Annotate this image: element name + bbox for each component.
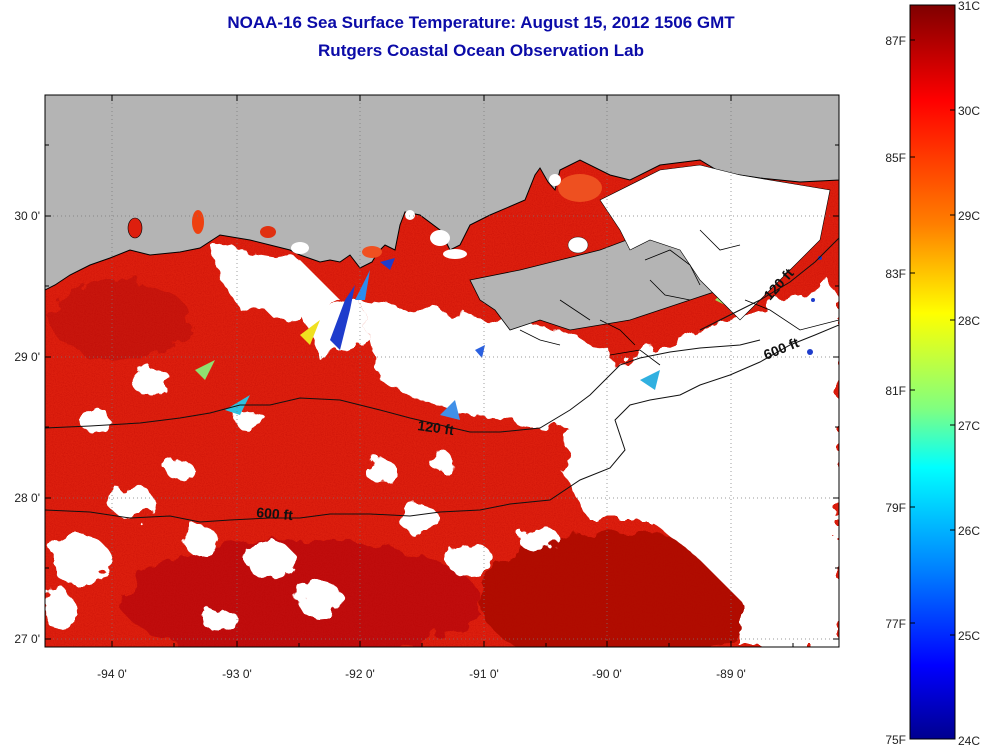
cloud-cover <box>46 245 839 647</box>
celsius-label: 29C <box>958 209 980 223</box>
lon-label: -90 0' <box>592 667 622 681</box>
celsius-label: 28C <box>958 314 980 328</box>
land-mass <box>45 95 839 291</box>
fahrenheit-label: 85F <box>885 151 906 165</box>
lat-label: 27 0' <box>14 632 40 646</box>
lon-label: -92 0' <box>345 667 375 681</box>
isobath-label-600ft: 600 ft <box>256 504 294 523</box>
colorbar-ticks <box>910 39 955 636</box>
celsius-label: 27C <box>958 419 980 433</box>
fahrenheit-label: 81F <box>885 384 906 398</box>
colorbar-fahrenheit-labels: 87F 85F 83F 81F 79F 77F 75F <box>885 34 906 747</box>
fahrenheit-label: 75F <box>885 733 906 747</box>
isobath-contours <box>45 237 839 523</box>
celsius-label: 25C <box>958 629 980 643</box>
lat-label: 29 0' <box>14 350 40 364</box>
map-subtitle: Rutgers Coastal Ocean Observation Lab <box>318 41 644 60</box>
fahrenheit-label: 77F <box>885 617 906 631</box>
lon-label: -94 0' <box>97 667 127 681</box>
isobath-label-120ft: 120 ft <box>417 417 456 438</box>
celsius-label: 30C <box>958 104 980 118</box>
latitude-labels: 27 0' 28 0' 29 0' 30 0' <box>14 209 40 646</box>
longitude-labels: -94 0' -93 0' -92 0' -91 0' -90 0' -89 0… <box>97 667 746 681</box>
axis-ticks <box>45 95 839 647</box>
lon-label: -93 0' <box>222 667 252 681</box>
cool-sst-streaks <box>195 256 822 420</box>
fahrenheit-label: 83F <box>885 267 906 281</box>
celsius-label: 24C <box>958 734 980 748</box>
fahrenheit-label: 79F <box>885 501 906 515</box>
fahrenheit-label: 87F <box>885 34 906 48</box>
colorbar-celsius-labels: 31C 30C 29C 28C 27C 26C 25C 24C <box>958 0 980 748</box>
temperature-colorbar <box>909 4 956 740</box>
celsius-label: 31C <box>958 0 980 13</box>
lat-label: 28 0' <box>14 491 40 505</box>
map-plot-area: 120 ft 600 ft 120 ft 600 ft <box>45 95 839 647</box>
plot-frame <box>44 94 840 648</box>
celsius-label: 26C <box>958 524 980 538</box>
lon-label: -89 0' <box>716 667 746 681</box>
map-title: NOAA-16 Sea Surface Temperature: August … <box>227 13 735 32</box>
lat-label: 30 0' <box>14 209 40 223</box>
lon-label: -91 0' <box>469 667 499 681</box>
lat-lon-grid <box>45 95 839 647</box>
